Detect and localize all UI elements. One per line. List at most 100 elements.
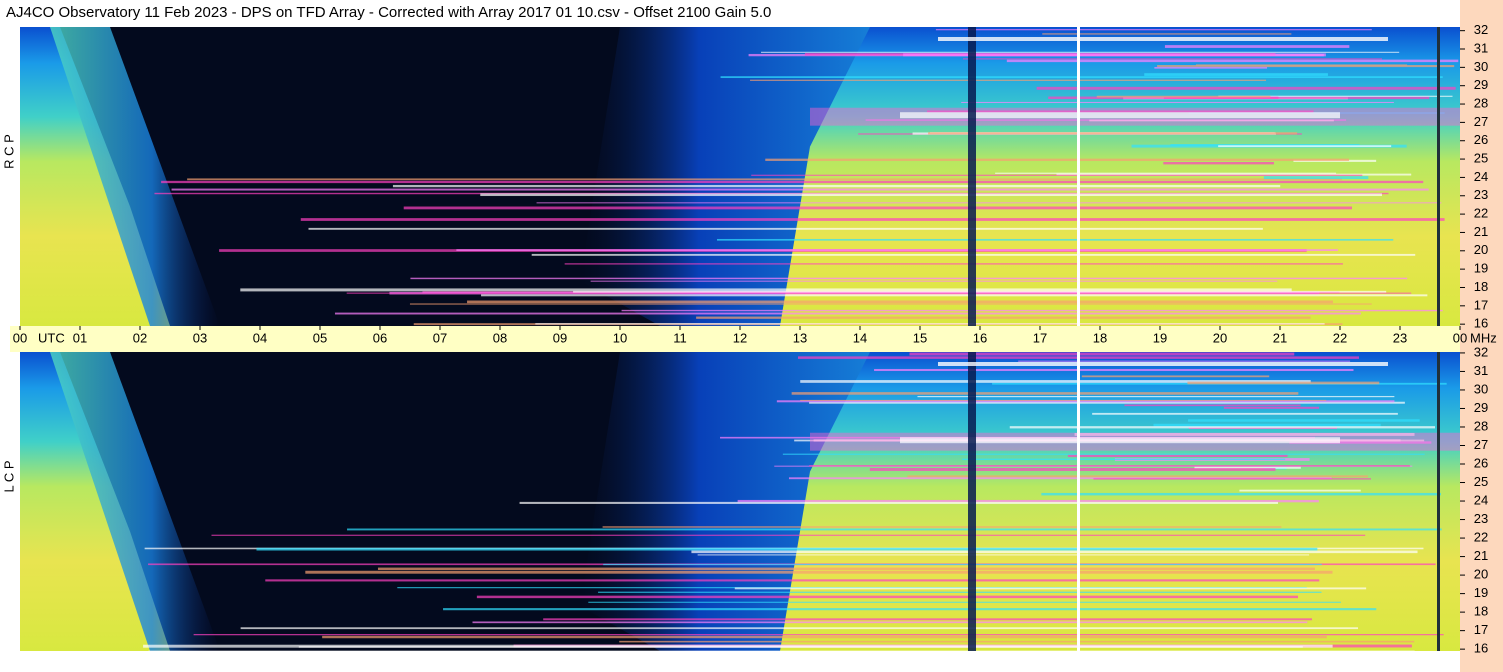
streak: [788, 477, 1332, 480]
streak: [1188, 419, 1420, 422]
y-tick-label: 27: [1474, 114, 1488, 129]
y-tick-label: 20: [1474, 567, 1488, 582]
streak: [1194, 466, 1301, 469]
streak: [193, 633, 1444, 636]
spectrogram-panel: [20, 27, 1460, 326]
streak: [476, 595, 1299, 599]
y-tick-label: 29: [1474, 400, 1488, 415]
streak: [480, 193, 1382, 197]
streak: [187, 178, 1343, 181]
panel-label: L C P: [1, 460, 16, 492]
streak: [800, 399, 1327, 401]
y-tick-label: 22: [1474, 530, 1488, 545]
streak: [874, 368, 1354, 372]
streak: [256, 547, 1318, 551]
x-tick-label: 10: [613, 330, 627, 345]
y-tick-label: 26: [1474, 132, 1488, 147]
streak: [1163, 96, 1279, 99]
streak: [995, 172, 1337, 174]
streak: [588, 601, 1342, 603]
y-tick-label: 25: [1474, 151, 1488, 166]
streak: [519, 501, 1279, 504]
y-tick-label: 29: [1474, 77, 1488, 92]
streak: [1163, 161, 1274, 165]
streak: [1042, 33, 1292, 35]
streak: [927, 110, 1314, 113]
spectrogram-panel: [20, 352, 1460, 653]
streak: [869, 468, 1276, 471]
streak: [737, 499, 1319, 503]
y-tick-label: 21: [1474, 224, 1488, 239]
streak: [1067, 454, 1288, 458]
y-tick-label: 23: [1474, 187, 1488, 202]
top-band: [938, 37, 1388, 41]
y-tick-label: 23: [1474, 511, 1488, 526]
streak: [564, 263, 1343, 265]
streak: [761, 51, 1400, 53]
streak: [750, 79, 1267, 81]
streak: [734, 587, 1367, 590]
y-tick-label: 19: [1474, 585, 1488, 600]
y-tick-label: 18: [1474, 604, 1488, 619]
streak: [322, 635, 1327, 639]
streak: [467, 300, 1333, 304]
streak: [392, 184, 1281, 188]
x-tick-label: 03: [193, 330, 207, 345]
x-tick-label: 13: [793, 330, 807, 345]
streak: [1124, 404, 1301, 407]
y-tick-label: 19: [1474, 261, 1488, 276]
streak: [1187, 381, 1380, 385]
x-tick-label: 07: [433, 330, 447, 345]
streak: [598, 591, 1322, 593]
streak: [903, 53, 1326, 57]
streak: [1006, 59, 1459, 63]
chart-title: AJ4CO Observatory 11 Feb 2023 - DPS on T…: [6, 4, 771, 21]
streak: [751, 174, 1363, 176]
x-tick-label: 16: [973, 330, 987, 345]
streak: [573, 290, 1387, 293]
panel-label: R C P: [1, 134, 16, 169]
y-tick-label: 27: [1474, 437, 1488, 452]
streak: [962, 58, 1382, 60]
streak: [536, 202, 1442, 204]
streak: [716, 238, 1394, 241]
streak: [800, 380, 1311, 383]
y-tick-label: 28: [1474, 95, 1488, 110]
x-tick-label: 22: [1333, 330, 1347, 345]
streak: [935, 29, 1372, 31]
streak: [696, 316, 1311, 319]
left-edge: [50, 352, 220, 651]
y-tick-label: 24: [1474, 169, 1488, 184]
streak: [1223, 406, 1320, 409]
y-tick-label: 26: [1474, 455, 1488, 470]
streak: [377, 567, 1315, 570]
x-tick-label: 08: [493, 330, 507, 345]
streak: [907, 475, 1368, 478]
streak: [809, 465, 1410, 467]
interference-core: [900, 112, 1340, 119]
y-tick-label: 18: [1474, 279, 1488, 294]
streak: [1089, 119, 1334, 122]
y-tick-label: 16: [1474, 316, 1488, 331]
y-axis-label: MHz: [1470, 330, 1497, 345]
streak: [782, 453, 1425, 455]
x-tick-label: 00: [13, 330, 27, 345]
y-tick-label: 17: [1474, 622, 1488, 637]
streak: [161, 180, 1424, 184]
streak: [1289, 441, 1432, 444]
y-tick-label: 17: [1474, 297, 1488, 312]
streak: [472, 621, 1308, 624]
streak: [1092, 412, 1398, 415]
streak: [211, 534, 1366, 536]
streak: [347, 528, 1442, 531]
streak: [409, 303, 1372, 305]
line-white: [1077, 352, 1080, 651]
streak: [1195, 64, 1408, 66]
streak: [928, 132, 1298, 135]
y-tick-label: 28: [1474, 418, 1488, 433]
streak: [791, 392, 1299, 395]
streak: [1081, 375, 1270, 378]
x-tick-label: 09: [553, 330, 567, 345]
streak: [308, 227, 1263, 230]
